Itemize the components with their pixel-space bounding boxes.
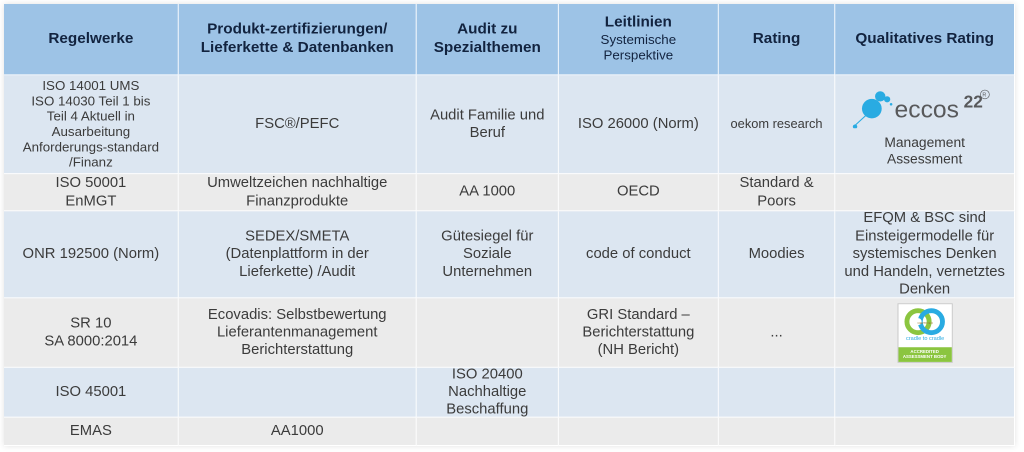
svg-text:22: 22 [963, 91, 982, 111]
svg-text:eccos: eccos [894, 96, 958, 123]
svg-text:R: R [982, 92, 986, 98]
svg-text:cradle to cradle: cradle to cradle [906, 336, 944, 342]
svg-text:CERTIFIED: CERTIFIED [917, 320, 932, 324]
